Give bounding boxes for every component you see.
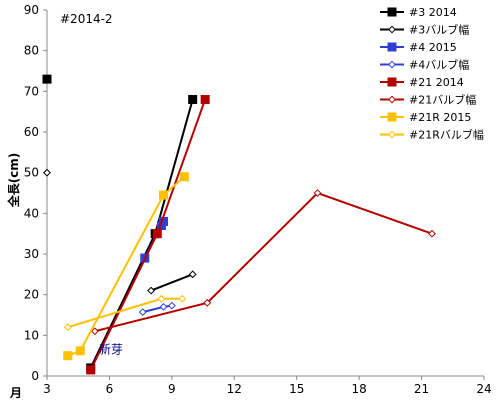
data-point [63, 323, 72, 332]
chart-title: #2014-2 [60, 12, 113, 26]
series-1 [43, 168, 197, 295]
data-point [200, 94, 210, 104]
legend-swatch-marker [387, 7, 397, 17]
x-tick-label: 6 [106, 382, 114, 396]
data-point [159, 302, 168, 311]
series-layer [42, 74, 436, 375]
labels-layer: #2014-2 新芽 月 全長(cm) [6, 12, 123, 400]
legend-item-1: #3バルブ幅 [380, 23, 469, 37]
y-tick-label: 90 [24, 3, 39, 17]
x-tick-label: 21 [414, 382, 429, 396]
data-point [152, 229, 162, 239]
legend-label: #21バルブ幅 [409, 93, 476, 107]
legend-swatch-marker [388, 25, 396, 34]
legend-item-0: #3 2014 [380, 6, 457, 19]
series-line [94, 191, 433, 333]
y-tick-label: 70 [24, 84, 39, 98]
legend-label: #21Rバルブ幅 [409, 128, 484, 142]
legend-swatch-marker [388, 95, 396, 104]
x-tick-label: 15 [289, 382, 304, 396]
legend-label: #21 2014 [409, 76, 464, 89]
legend-label: #21R 2015 [409, 111, 471, 124]
data-point [167, 301, 176, 310]
data-point [86, 365, 96, 375]
series-line [150, 273, 194, 292]
data-point [188, 270, 197, 279]
y-tick-label: 60 [24, 125, 39, 139]
data-point [90, 327, 99, 336]
series-line [89, 99, 207, 371]
data-point [179, 172, 189, 182]
legend-item-2: #4 2015 [380, 41, 457, 54]
data-point [43, 168, 51, 177]
series-line [142, 304, 173, 314]
legend-label: #3 2014 [409, 6, 457, 19]
data-point [188, 94, 198, 104]
y-tick-label: 40 [24, 206, 39, 220]
data-point [75, 346, 85, 356]
legend-label: #4 2015 [409, 41, 457, 54]
data-point [138, 308, 147, 317]
data-point [203, 298, 212, 307]
series-3 [138, 301, 176, 317]
legend-swatch-marker [387, 42, 397, 52]
x-axis-label: 月 [9, 386, 22, 400]
x-tick-label: 3 [43, 382, 51, 396]
legend-item-6: #21R 2015 [380, 111, 471, 124]
series-line [67, 175, 186, 357]
x-tick-label: 24 [476, 382, 491, 396]
y-tick-label: 30 [24, 247, 39, 261]
y-tick-label: 10 [24, 328, 39, 342]
legend-swatch-marker [388, 60, 396, 69]
legend-item-3: #4バルブ幅 [380, 58, 469, 72]
legend-item-7: #21Rバルブ幅 [380, 128, 484, 142]
annotation-new-shoot: 新芽 [99, 342, 123, 357]
data-point [159, 190, 169, 200]
data-point [42, 74, 52, 84]
series-6 [63, 172, 189, 361]
series-4 [86, 94, 210, 375]
legend-label: #4バルブ幅 [409, 58, 469, 72]
y-tick-label: 80 [24, 44, 39, 58]
axes: 0 10 20 30 40 50 60 70 80 90 3 6 9 12 15 18 21 24 [24, 3, 492, 396]
data-point [313, 189, 322, 197]
legend-label: #3バルブ幅 [409, 23, 469, 37]
x-tick-label: 18 [352, 382, 367, 396]
data-point [157, 294, 166, 303]
series-7 [63, 294, 187, 332]
y-tick-label: 0 [31, 369, 39, 383]
data-point [147, 286, 155, 295]
legend-swatch-marker [387, 77, 397, 87]
x-tick-label: 9 [168, 382, 176, 396]
y-tick-label: 20 [24, 288, 39, 302]
series-5 [90, 189, 436, 336]
data-point [63, 351, 73, 361]
y-tick-label: 50 [24, 166, 39, 180]
legend-swatch-marker [387, 112, 397, 122]
legend-item-5: #21バルブ幅 [380, 93, 476, 107]
legend: #3 2014 #3バルブ幅 #4 2015 #4バルブ幅 #21 2014 #21バルブ… [380, 6, 484, 142]
x-tick-label: 12 [227, 382, 242, 396]
data-point [428, 229, 436, 238]
legend-swatch-marker [388, 130, 396, 139]
data-point [178, 294, 187, 303]
y-axis-label: 全長(cm) [6, 153, 21, 209]
legend-item-4: #21 2014 [380, 76, 464, 89]
